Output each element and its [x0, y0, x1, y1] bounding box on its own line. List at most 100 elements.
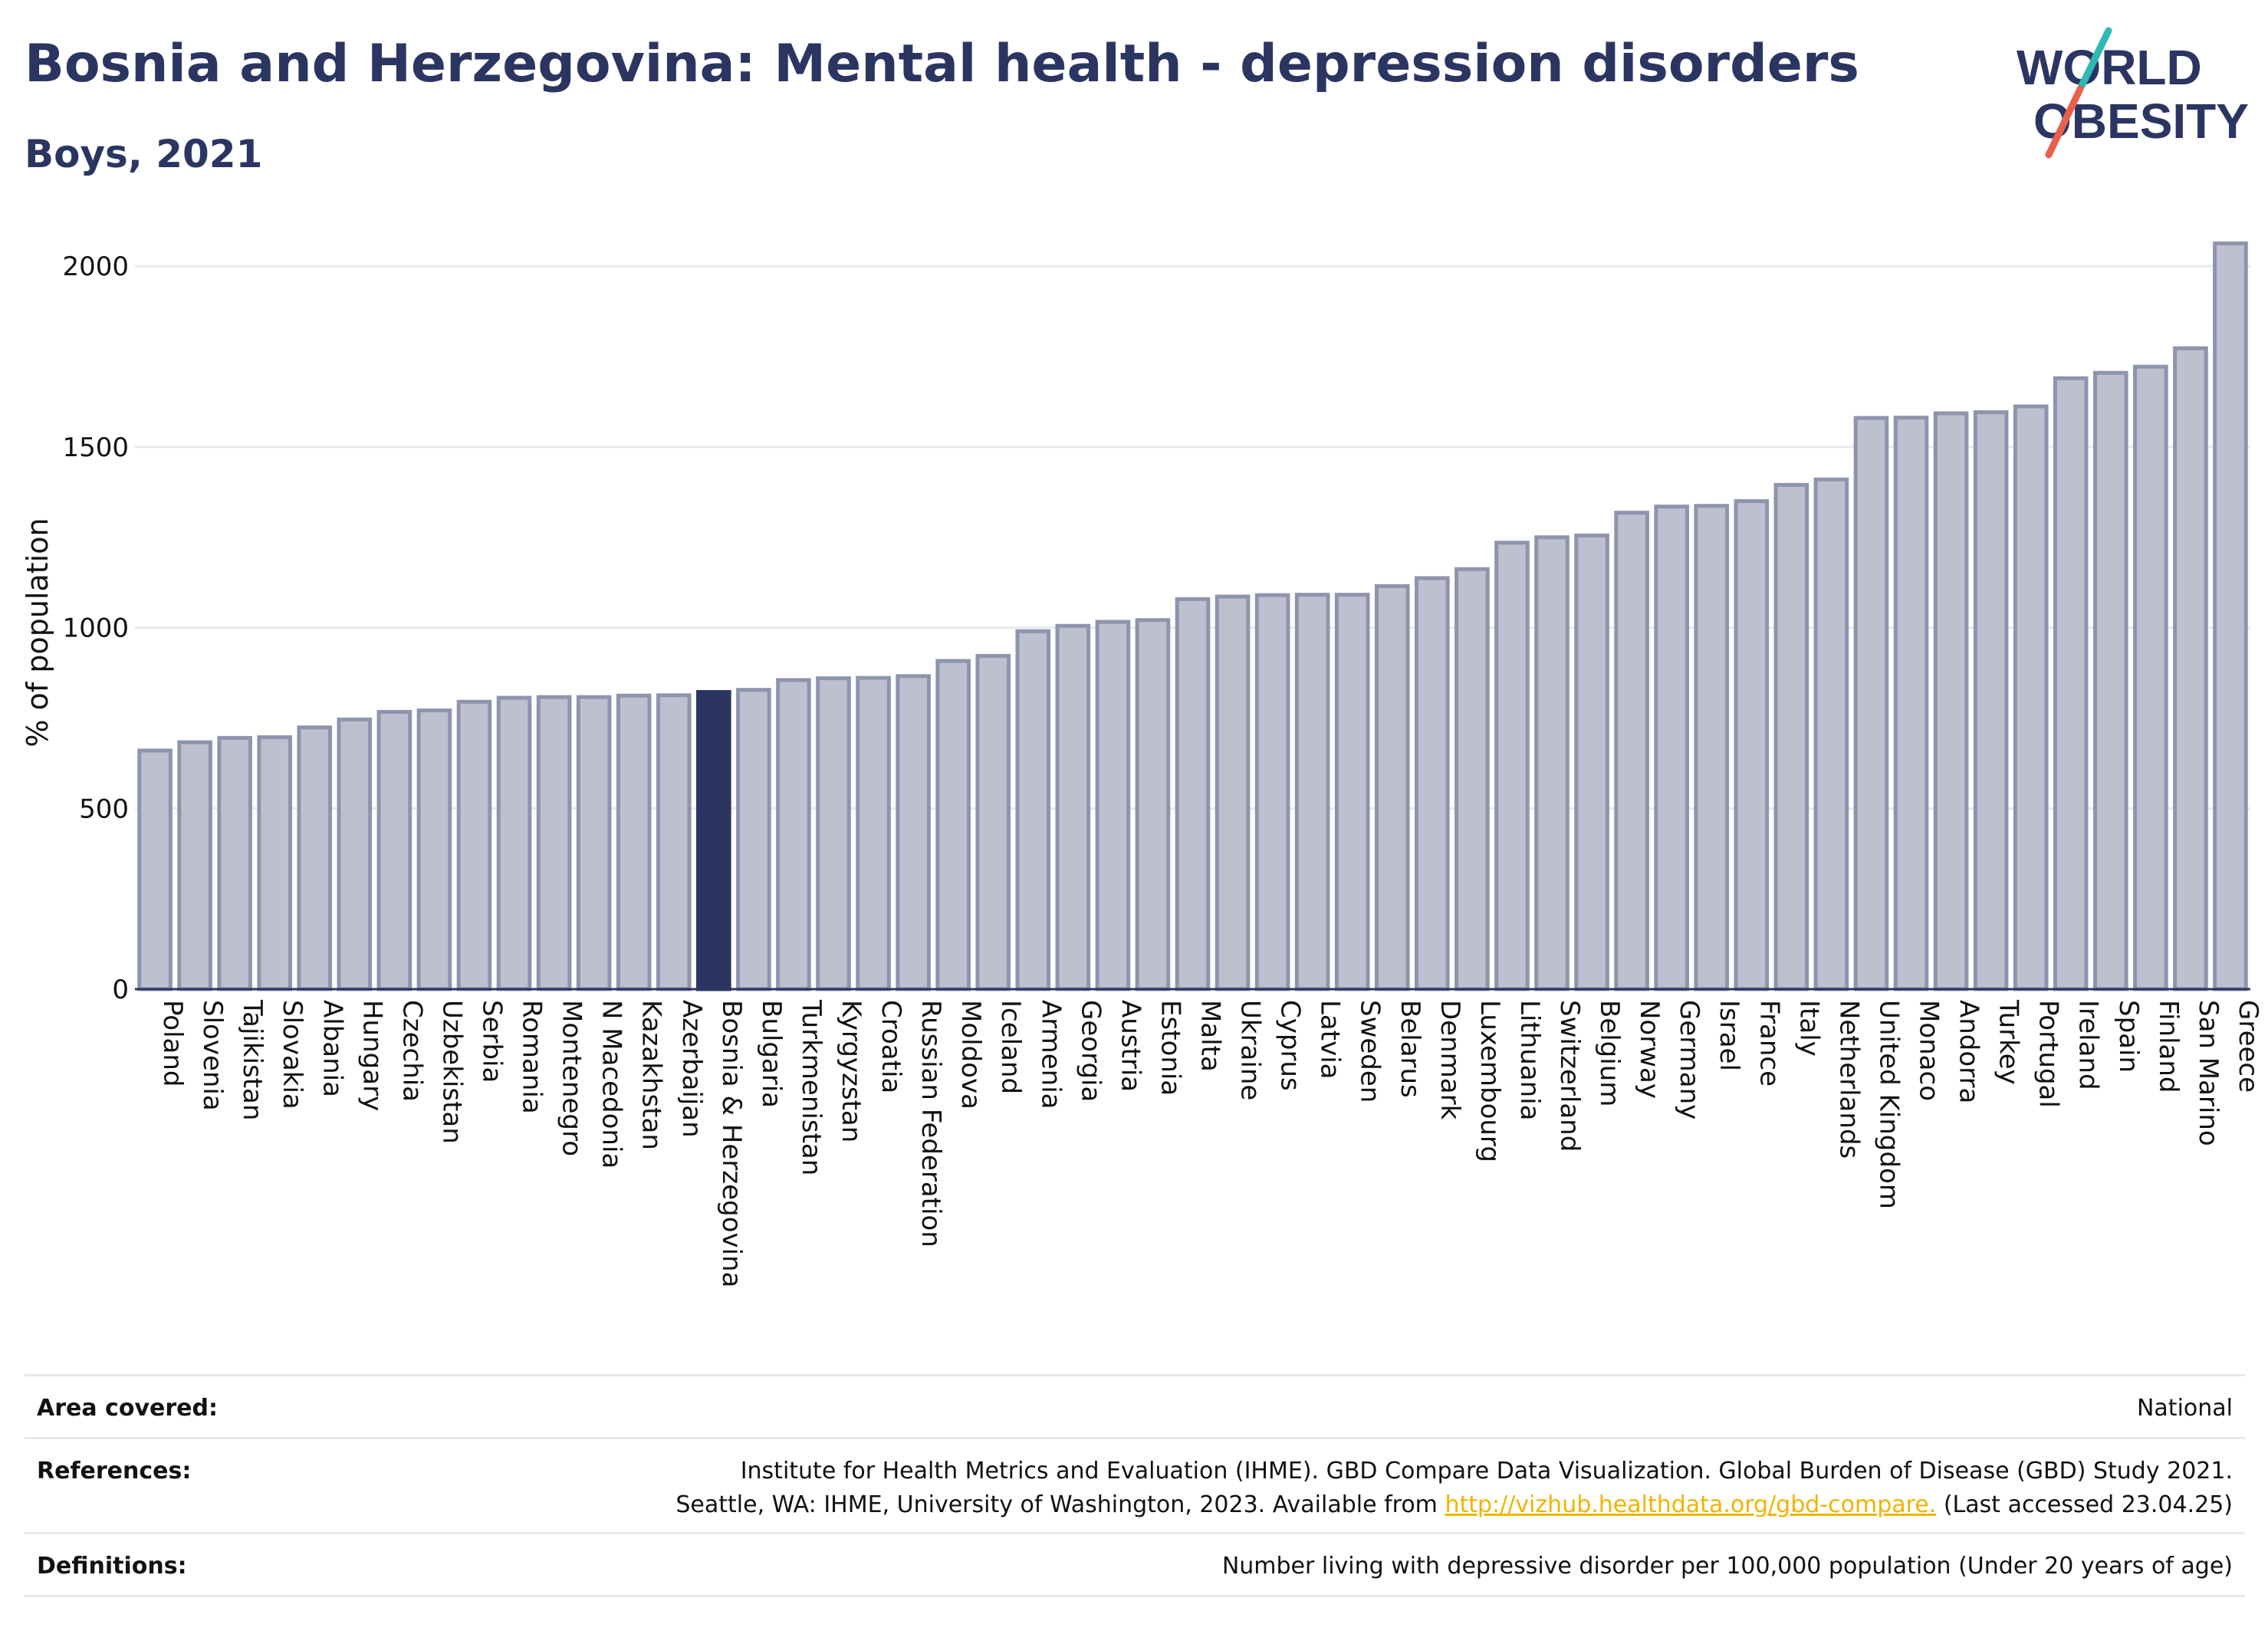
bar-latvia[interactable]: [1294, 593, 1330, 991]
bar-luxembourg[interactable]: [1454, 567, 1490, 991]
bar-france[interactable]: [1734, 499, 1770, 991]
bar-bosnia-herzegovina[interactable]: [696, 689, 731, 991]
x-tick-label: Kyrgyzstan: [836, 1000, 866, 1142]
y-axis-label: % of population: [21, 518, 54, 747]
x-tick-label: Austria: [1115, 1000, 1146, 1092]
x-tick-label: Montenegro: [557, 1000, 587, 1156]
x-tick-label: Croatia: [876, 1000, 906, 1093]
bar-kazakhstan[interactable]: [616, 693, 652, 991]
bar-san-marino[interactable]: [2173, 346, 2208, 991]
bar-spain[interactable]: [2092, 370, 2128, 991]
x-tick-label: Uzbekistan: [436, 1000, 467, 1144]
bar-n-macedonia[interactable]: [576, 695, 612, 991]
bar-sweden[interactable]: [1334, 593, 1370, 991]
bar-belgium[interactable]: [1574, 533, 1609, 991]
chart-subtitle: Boys, 2021: [25, 132, 263, 176]
x-tick-label: Spain: [2113, 1000, 2144, 1073]
bar-united-kingdom[interactable]: [1853, 416, 1889, 991]
x-tick-label: Armenia: [1035, 1000, 1066, 1110]
x-tick-label: Finland: [2153, 1000, 2184, 1093]
x-tick-label: Poland: [157, 1000, 188, 1087]
x-tick-label: Kazakhstan: [636, 1000, 667, 1150]
x-tick-label: Israel: [1714, 1000, 1744, 1071]
bar-switzerland[interactable]: [1534, 535, 1570, 991]
bar-bulgaria[interactable]: [736, 688, 771, 991]
world-obesity-logo: WORLD OBESITY: [2017, 27, 2249, 159]
x-tick-label: Latvia: [1315, 1000, 1346, 1080]
bar-poland[interactable]: [137, 748, 173, 991]
x-tick-label: Turkmenistan: [796, 999, 827, 1175]
bar-croatia[interactable]: [856, 676, 891, 991]
x-tick-label: France: [1754, 1000, 1784, 1087]
area-covered-label: Area covered:: [37, 1395, 218, 1422]
bar-czechia[interactable]: [376, 709, 413, 991]
bar-russian-federation[interactable]: [896, 674, 931, 991]
x-tick-label: Turkey: [1994, 999, 2024, 1085]
bar-germany[interactable]: [1654, 505, 1689, 991]
area-covered-row: Area covered: National: [25, 1374, 2245, 1439]
x-tick-label: Italy: [1793, 1000, 1824, 1057]
bar-norway[interactable]: [1614, 511, 1649, 991]
bar-romania[interactable]: [496, 695, 532, 991]
bar-azerbaijan[interactable]: [656, 693, 692, 991]
bar-kyrgyzstan[interactable]: [816, 676, 851, 991]
references-link[interactable]: http://vizhub.healthdata.org/gbd-compare…: [1445, 1491, 1937, 1518]
bar-portugal[interactable]: [2013, 404, 2049, 991]
bar-slovakia[interactable]: [257, 735, 293, 991]
bar-finland[interactable]: [2133, 364, 2168, 991]
bar-belarus[interactable]: [1374, 584, 1410, 991]
bar-hungary[interactable]: [337, 717, 373, 991]
bar-estonia[interactable]: [1135, 618, 1171, 991]
x-tick-label: Hungary: [357, 1000, 387, 1111]
bar-malta[interactable]: [1175, 597, 1211, 991]
bar-ukraine[interactable]: [1215, 594, 1251, 991]
y-tick-labels: 0 500 1000 1500 2000: [62, 252, 129, 1005]
x-tick-label: Czechia: [396, 1000, 427, 1102]
bar-greece[interactable]: [2213, 241, 2248, 991]
y-tick-label: 2000: [62, 252, 129, 282]
x-tick-label: Switzerland: [1554, 1000, 1585, 1152]
x-tick-label: Ireland: [2073, 1000, 2104, 1090]
x-tick-label: Luxembourg: [1474, 1000, 1505, 1162]
x-tick-label: Greece: [2233, 1000, 2263, 1093]
bar-andorra[interactable]: [1933, 411, 1969, 991]
x-tick-label: Azerbaijan: [676, 1000, 707, 1138]
bar-monaco[interactable]: [1893, 416, 1929, 991]
bar-italy[interactable]: [1773, 482, 1809, 991]
definitions-row: Definitions: Number living with depressi…: [25, 1532, 2245, 1597]
bar-armenia[interactable]: [1015, 629, 1051, 991]
x-tick-label: Monaco: [1914, 1000, 1944, 1101]
bar-slovenia[interactable]: [177, 740, 212, 991]
bar-georgia[interactable]: [1055, 623, 1091, 991]
y-tick-label: 0: [112, 975, 129, 1005]
bar-montenegro[interactable]: [536, 695, 572, 991]
bar-israel[interactable]: [1694, 504, 1730, 991]
bar-turkey[interactable]: [1973, 410, 2009, 991]
bar-albania[interactable]: [297, 725, 333, 991]
bar-serbia[interactable]: [456, 699, 492, 991]
x-tick-label: Belarus: [1395, 1000, 1425, 1098]
bar-denmark[interactable]: [1415, 576, 1450, 991]
x-tick-label: Sweden: [1355, 1000, 1385, 1103]
y-tick-label: 1500: [62, 432, 129, 463]
bar-austria[interactable]: [1095, 620, 1131, 991]
footer-divider: [25, 1595, 2245, 1597]
definitions-value: Number living with depressive disorder p…: [1221, 1553, 2233, 1580]
x-tick-label: Iceland: [995, 1000, 1026, 1094]
x-tick-label: Bulgaria: [756, 1000, 787, 1108]
bar-ireland[interactable]: [2053, 376, 2089, 991]
bar-netherlands[interactable]: [1813, 477, 1849, 991]
x-tick-label: Malta: [1195, 1000, 1226, 1072]
bar-lithuania[interactable]: [1494, 541, 1530, 991]
logo-teal-slash: [2078, 27, 2112, 90]
bar-tajikistan[interactable]: [217, 735, 252, 991]
y-tick-label: 500: [79, 794, 129, 824]
bar-turkmenistan[interactable]: [776, 678, 811, 991]
bar-moldova[interactable]: [935, 659, 971, 991]
bar-uzbekistan[interactable]: [416, 709, 452, 991]
x-tick-label: Serbia: [476, 1000, 507, 1083]
bar-cyprus[interactable]: [1254, 593, 1290, 991]
x-tick-label: N Macedonia: [597, 1000, 627, 1169]
x-tick-label: Germany: [1674, 1000, 1704, 1119]
bar-iceland[interactable]: [975, 653, 1011, 991]
